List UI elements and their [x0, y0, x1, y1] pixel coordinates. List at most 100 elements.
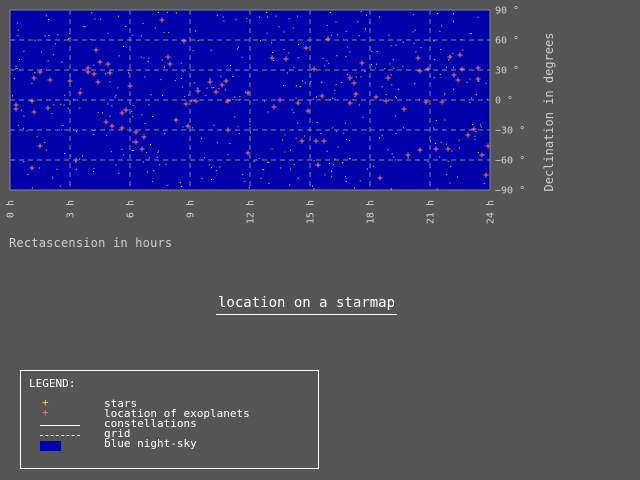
background-star — [362, 116, 364, 118]
background-star — [75, 168, 77, 170]
background-star — [332, 164, 334, 166]
background-star — [321, 82, 323, 83]
exoplanet-marker — [37, 69, 43, 75]
exoplanet-marker — [447, 54, 453, 60]
background-star — [290, 149, 291, 151]
background-star — [266, 16, 268, 18]
exoplanet-marker — [85, 65, 91, 71]
background-star — [216, 142, 218, 144]
x-tick-label: 12 h — [246, 200, 257, 224]
background-star — [17, 29, 19, 31]
background-star — [45, 15, 47, 17]
exoplanet-marker — [457, 52, 463, 58]
exoplanet-marker — [321, 138, 327, 144]
exoplanet-marker — [219, 82, 225, 88]
background-star — [402, 41, 404, 43]
background-star — [328, 62, 330, 64]
exoplanet-marker — [107, 70, 113, 76]
background-star — [263, 169, 265, 171]
background-star — [476, 94, 478, 96]
background-star — [20, 109, 22, 111]
background-star — [23, 115, 25, 117]
background-star — [448, 59, 449, 61]
background-star — [326, 25, 328, 27]
background-star — [246, 18, 248, 20]
background-star — [341, 82, 343, 84]
background-star — [201, 177, 203, 179]
background-star — [271, 148, 273, 150]
exoplanet-marker — [353, 91, 359, 97]
background-star — [471, 97, 473, 99]
background-star — [337, 146, 339, 148]
background-star — [334, 89, 336, 91]
x-axis-title: Rectascension in hours — [9, 236, 173, 250]
exoplanet-marker — [305, 108, 311, 114]
exoplanet-marker — [475, 65, 481, 71]
background-star — [17, 35, 19, 37]
background-star — [472, 124, 474, 126]
background-star — [469, 78, 471, 80]
legend-label: location of exoplanets — [104, 407, 250, 420]
exoplanet-marker — [471, 126, 477, 132]
background-star — [216, 15, 218, 17]
background-star — [192, 127, 194, 129]
background-star — [407, 157, 409, 159]
exoplanet-marker — [139, 146, 145, 152]
background-star — [436, 188, 438, 190]
background-star — [486, 98, 488, 100]
background-star — [93, 64, 95, 66]
background-star — [267, 161, 269, 163]
background-star — [420, 47, 422, 49]
background-star — [477, 16, 479, 18]
legend-label: stars — [104, 397, 138, 410]
background-star — [434, 143, 436, 144]
background-star — [235, 19, 237, 21]
background-star — [211, 167, 212, 169]
background-star — [194, 30, 196, 32]
background-star — [115, 94, 117, 96]
exoplanet-marker — [423, 99, 429, 105]
background-star — [234, 116, 236, 118]
background-star — [148, 104, 150, 106]
exoplanet-marker — [181, 38, 187, 44]
exoplanet-marker — [351, 80, 357, 86]
background-star — [283, 48, 285, 50]
background-star — [132, 141, 134, 143]
background-star — [230, 65, 231, 66]
background-star — [12, 95, 13, 97]
background-star — [180, 62, 182, 64]
background-star — [131, 150, 133, 151]
background-star — [140, 35, 142, 37]
background-star — [313, 160, 315, 162]
background-star — [115, 164, 117, 166]
legend-item-stars: stars — [21, 397, 318, 410]
background-star — [248, 187, 250, 189]
background-star — [435, 119, 437, 121]
background-star — [38, 167, 40, 169]
background-star — [26, 130, 28, 132]
background-star — [56, 168, 58, 170]
background-star — [291, 109, 293, 111]
exoplanet-marker — [325, 36, 331, 42]
exoplanet-marker — [459, 66, 465, 72]
background-star — [293, 66, 295, 68]
background-star — [376, 63, 377, 65]
background-star — [474, 138, 476, 140]
exoplanet-marker — [109, 123, 115, 129]
background-star — [390, 45, 392, 47]
dashed-line-icon — [40, 435, 80, 436]
background-star — [312, 98, 314, 100]
background-star — [163, 31, 165, 33]
red-plus-icon — [40, 407, 82, 420]
exoplanet-marker — [445, 146, 451, 152]
background-star — [446, 174, 448, 176]
exoplanet-marker — [415, 55, 421, 61]
background-star — [36, 136, 38, 138]
background-star — [47, 60, 49, 62]
background-star — [193, 82, 195, 84]
background-star — [477, 152, 479, 154]
location-on-starmap-button[interactable]: location on a starmap — [216, 295, 398, 315]
background-star — [387, 149, 389, 151]
background-star — [131, 34, 133, 36]
